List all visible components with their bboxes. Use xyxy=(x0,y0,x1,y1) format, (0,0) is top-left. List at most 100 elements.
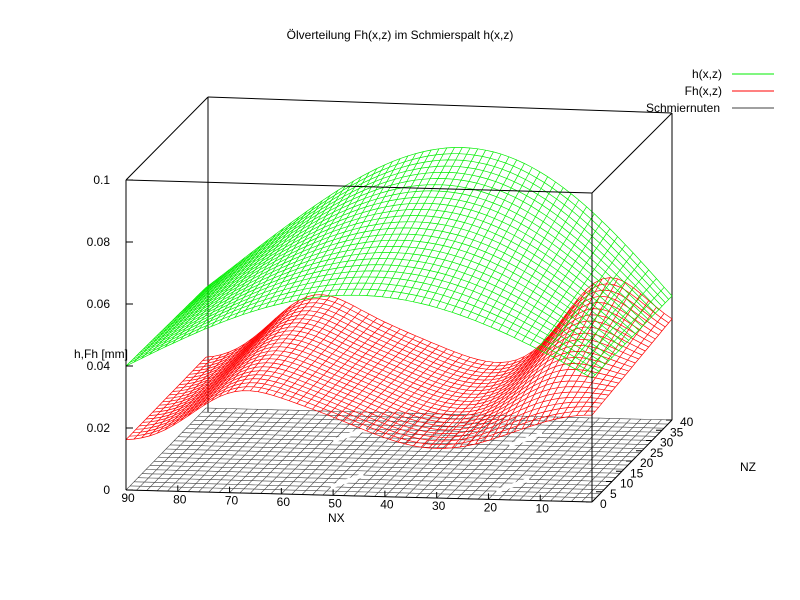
h-mesh-line-x xyxy=(164,257,246,348)
fh-mesh-line-x xyxy=(156,348,238,434)
z-tick-label: 0.02 xyxy=(87,421,111,435)
h-mesh-line-x xyxy=(467,176,549,318)
h-mesh-line-x xyxy=(506,206,587,335)
h-mesh-line-x xyxy=(529,228,611,346)
x-axis-label: NX xyxy=(328,511,345,525)
groove-mesh-line-x xyxy=(125,407,207,491)
y-tick-label: 20 xyxy=(640,456,654,470)
fh-mesh-line-x xyxy=(343,338,424,422)
fh-mesh-line-x xyxy=(568,300,649,417)
h-mesh-line-x xyxy=(257,190,339,310)
h-mesh-line-x xyxy=(319,158,401,298)
fh-mesh-line-x xyxy=(591,318,673,416)
groove-mesh-line-z xyxy=(129,485,597,499)
groove-mesh-line-x xyxy=(260,411,341,494)
y-tick-label: 25 xyxy=(650,446,664,460)
h-mesh-line-x xyxy=(560,261,642,362)
fh-mesh-line-x xyxy=(467,336,548,446)
fh-mesh-line-x xyxy=(405,360,486,445)
h-mesh-line-x xyxy=(156,263,238,352)
groove-mesh-line-z xyxy=(193,420,661,433)
groove-mark xyxy=(495,477,530,494)
h-mesh-line-x xyxy=(141,275,222,359)
groove-mesh-line-x xyxy=(415,415,497,498)
h-mesh-line-x xyxy=(335,153,417,296)
fh-mesh-line-x xyxy=(327,332,409,416)
groove-mesh-line-x xyxy=(218,410,300,493)
series-grooves-mesh xyxy=(125,407,673,503)
h-mesh-line-z xyxy=(152,246,619,351)
h-mesh-line-x xyxy=(498,199,580,331)
groove-mesh-line-z xyxy=(145,469,613,482)
y-tick-label: 40 xyxy=(680,415,694,429)
fh-mesh-line-x xyxy=(382,354,463,438)
groove-mesh-line-x xyxy=(353,413,435,497)
groove-mesh-line-x xyxy=(550,418,631,502)
fh-mesh-line-x xyxy=(180,331,261,422)
h-mesh-line-x xyxy=(350,149,432,296)
groove-mesh-line-x xyxy=(477,416,559,500)
h-mesh-line-x xyxy=(187,239,269,337)
axis-ticks: 00.020.040.060.080.190 80 70 60 50 40 30 20 10 05… xyxy=(87,173,694,516)
groove-mesh-line-z xyxy=(205,407,673,421)
h-mesh-line-x xyxy=(428,156,510,306)
z-axis-label: h,Fh [mm] xyxy=(74,347,128,361)
box-back xyxy=(125,96,673,420)
y-tick-label: 15 xyxy=(630,466,644,480)
groove-mesh-line-x xyxy=(426,415,507,498)
h-mesh-line-x xyxy=(273,180,354,306)
fh-mesh-line-x xyxy=(281,309,362,399)
groove-mesh-line-x xyxy=(374,414,455,497)
z-tick-label: 0.06 xyxy=(87,297,111,311)
h-mesh-line-x xyxy=(234,205,315,318)
h-mesh-line-x xyxy=(397,148,479,300)
y-tick-label: 35 xyxy=(670,425,684,439)
h-mesh-line-x xyxy=(389,147,471,298)
h-mesh-line-x xyxy=(211,222,292,327)
fh-mesh-line-x xyxy=(475,327,556,445)
groove-mesh-line-x xyxy=(508,417,590,501)
h-mesh-line-x xyxy=(514,213,595,338)
h-mesh-line-x xyxy=(552,252,634,358)
h-mesh-line-x xyxy=(358,148,440,296)
fh-mesh-line-x xyxy=(490,307,572,440)
fh-mesh-line-x xyxy=(304,321,385,407)
groove-mesh-line-x xyxy=(301,412,383,495)
groove-mesh-line-x xyxy=(291,412,372,495)
groove-mesh-line-x xyxy=(384,414,466,497)
groove-mesh-line-z xyxy=(165,448,633,462)
x-tick-label: 20 xyxy=(484,500,498,514)
x-tick-label: 40 xyxy=(380,498,394,512)
legend-label-grooves: Schmiernuten xyxy=(646,101,720,115)
y-tick-label: 30 xyxy=(660,436,674,450)
groove-mesh-line-z xyxy=(153,461,621,474)
h-mesh-line-x xyxy=(545,244,626,354)
y-axis-label: NZ xyxy=(740,460,756,474)
groove-mesh-line-x xyxy=(167,408,248,492)
fh-mesh-line-x xyxy=(358,345,440,428)
h-mesh-line-x xyxy=(451,167,533,313)
z-tick-label: 0.04 xyxy=(87,359,111,373)
fh-mesh-line-x xyxy=(265,301,347,394)
fh-mesh-line-x xyxy=(141,354,222,439)
groove-mesh-line-z xyxy=(173,440,641,454)
groove-mesh-line-z xyxy=(181,432,649,445)
fh-mesh-line-x xyxy=(413,361,494,447)
groove-mesh-line-z xyxy=(149,465,617,478)
h-mesh-line-x xyxy=(296,168,378,301)
x-tick-label: 50 xyxy=(328,496,342,510)
groove-mesh-line-x xyxy=(539,418,621,501)
fh-mesh-line-x xyxy=(428,361,510,449)
fh-mesh-line-x xyxy=(172,337,253,426)
groove-mesh-line-x xyxy=(467,416,548,500)
legend: h(x,z) Fh(x,z) Schmiernuten xyxy=(646,67,774,115)
groove-mesh-line-x xyxy=(281,411,362,495)
groove-mark xyxy=(508,431,543,448)
box-front xyxy=(125,179,673,503)
fh-mesh-line-x xyxy=(529,277,611,427)
h-mesh-line-x xyxy=(475,181,556,321)
h-mesh-line-x xyxy=(436,159,518,308)
h-mesh-line-x xyxy=(343,151,424,296)
fh-mesh-line-x xyxy=(552,287,634,420)
